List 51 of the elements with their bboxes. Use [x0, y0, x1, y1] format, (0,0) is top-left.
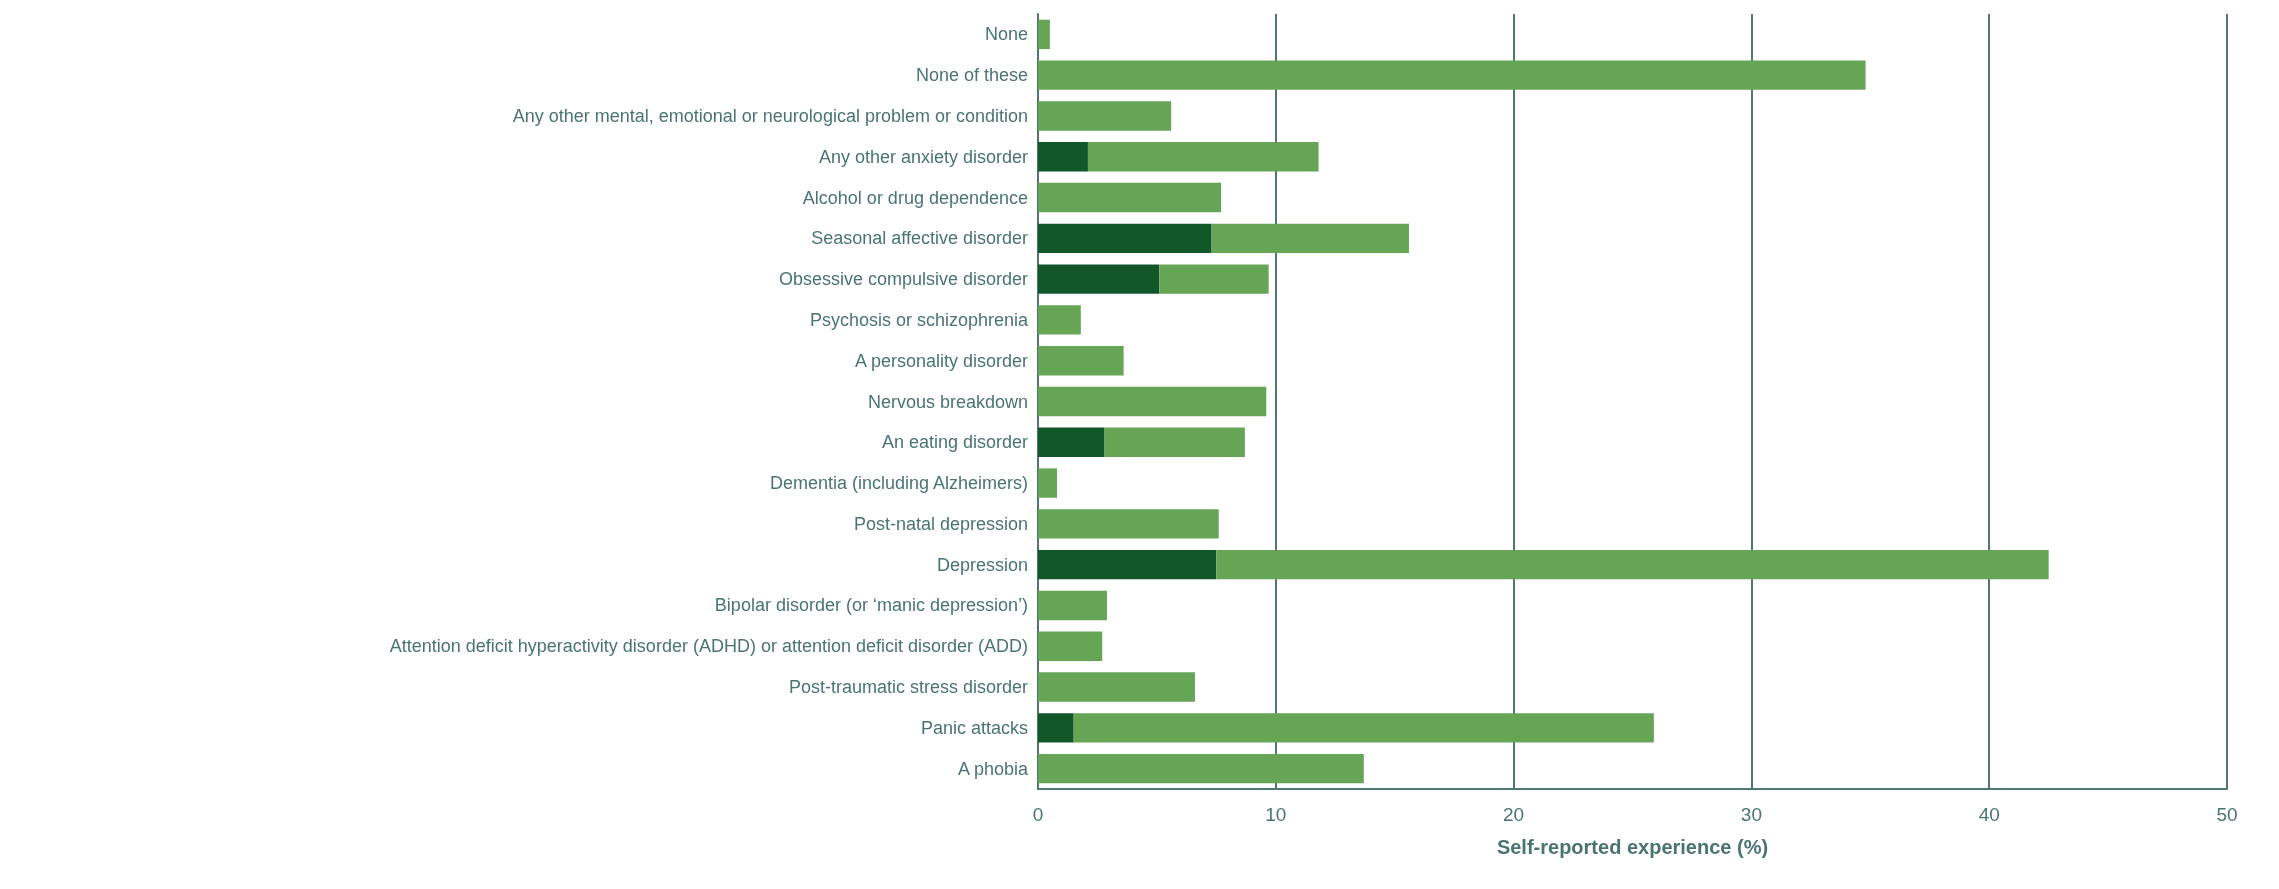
- y-tick-label: Bipolar disorder (or ‘manic depression’): [714, 595, 1028, 616]
- y-tick-label: Any other anxiety disorder: [818, 146, 1029, 167]
- y-tick-label: A phobia: [957, 758, 1029, 779]
- y-tick-label: Panic attacks: [920, 717, 1028, 738]
- bar: [1038, 713, 1074, 743]
- x-tick-label: 10: [1265, 804, 1287, 825]
- y-tick-label: Any other mental, emotional or neurological problem or condition: [512, 105, 1028, 126]
- bar: [1038, 101, 1172, 131]
- y-tick-label: Alcohol or drug dependence: [802, 187, 1028, 208]
- y-tick-label: None: [984, 24, 1028, 45]
- bar: [1038, 305, 1081, 335]
- bar: [1038, 264, 1160, 294]
- x-tick-label: 30: [1740, 804, 1762, 825]
- bar: [1038, 753, 1364, 784]
- y-tick-label: Psychosis or schizophrenia: [809, 309, 1029, 330]
- y-tick-label: Attention deficit hyperactivity disorder (ADHD) or attention deficit disorder (ADD): [389, 636, 1028, 657]
- x-tick-label: 20: [1503, 804, 1525, 825]
- y-tick-label: Dementia (including Alzheimers): [769, 473, 1028, 494]
- bar: [1038, 631, 1103, 661]
- x-tick-label: 40: [1978, 804, 2000, 825]
- y-tick-label: None of these: [915, 65, 1028, 86]
- bar: [1038, 468, 1058, 498]
- bar: [1038, 142, 1088, 172]
- y-tick-label: Post-natal depression: [853, 513, 1028, 534]
- y-tick-label: Depression: [936, 554, 1028, 575]
- bar: [1038, 60, 1866, 90]
- bar: [1038, 223, 1212, 254]
- bar: [1073, 713, 1654, 743]
- bar: [1038, 590, 1107, 621]
- bar: [1038, 182, 1222, 213]
- y-tick-label: Obsessive compulsive disorder: [778, 269, 1028, 290]
- bar: [1038, 346, 1124, 376]
- x-tick-label: 50: [2216, 804, 2238, 825]
- bar: [1038, 672, 1195, 702]
- bar: [1038, 19, 1050, 50]
- y-tick-label: Seasonal affective disorder: [811, 228, 1028, 249]
- y-tick-label: An eating disorder: [881, 432, 1028, 453]
- bar: [1038, 427, 1105, 457]
- y-tick-label: Post-traumatic stress disorder: [788, 677, 1028, 698]
- y-tick-label: A personality disorder: [854, 350, 1028, 371]
- bar: [1038, 386, 1267, 417]
- bar: [1038, 509, 1219, 539]
- bar: [1211, 223, 1409, 254]
- x-axis-title: Self-reported experience (%): [1496, 836, 1769, 858]
- y-tick-label: Nervous breakdown: [867, 391, 1028, 412]
- x-tick-label: 0: [1032, 804, 1044, 825]
- bar: [1087, 142, 1319, 172]
- bar: [1216, 549, 2049, 580]
- bar: [1104, 427, 1245, 457]
- bar: [1159, 264, 1269, 294]
- bar: [1038, 549, 1217, 580]
